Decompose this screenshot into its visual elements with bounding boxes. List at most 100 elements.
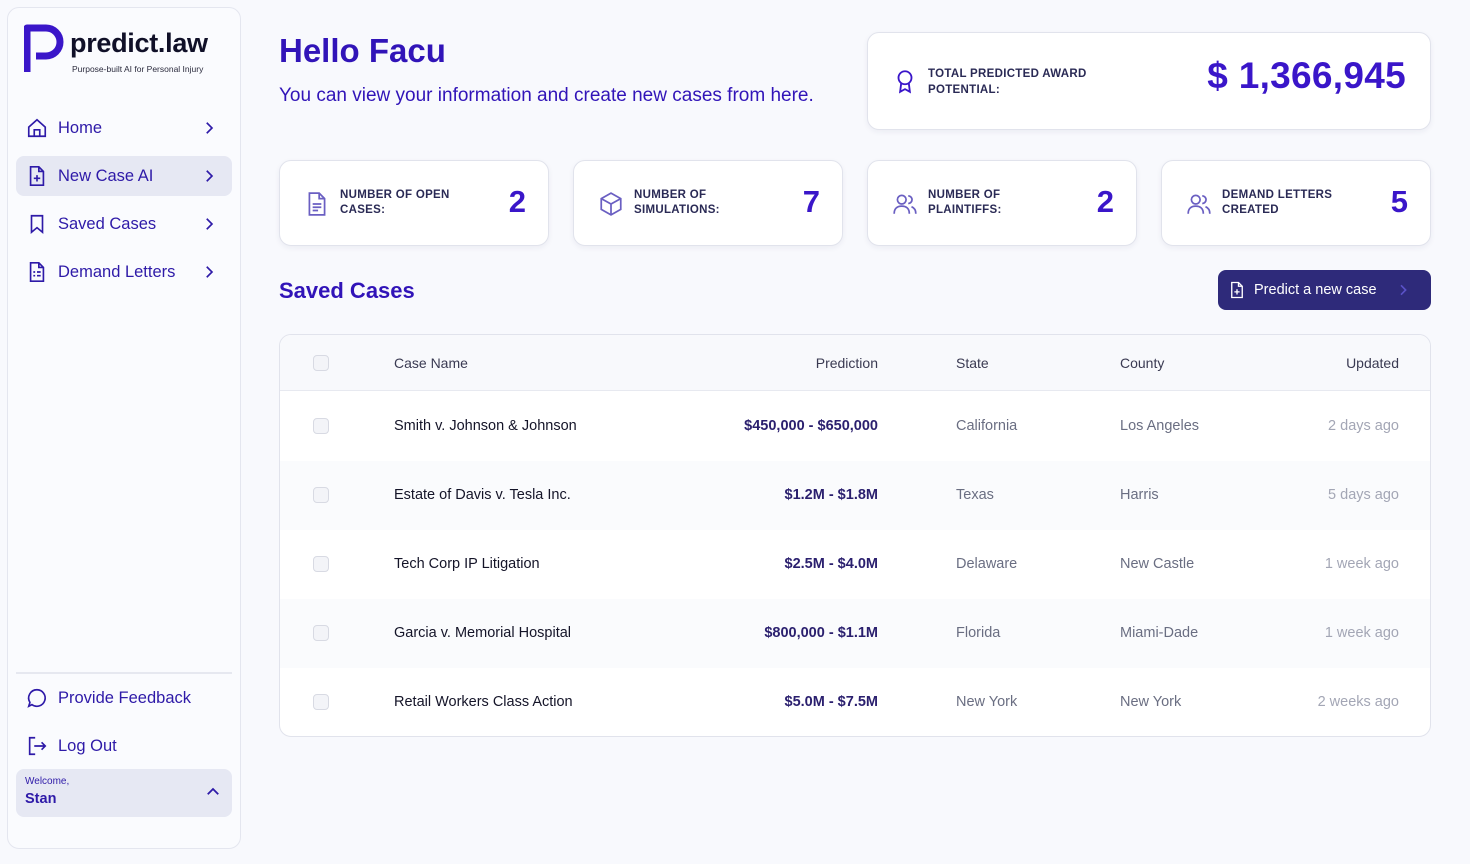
case-prediction: $2.5M - $4.0M	[784, 556, 879, 572]
case-state: Delaware	[956, 556, 1018, 572]
stat-value: 2	[1096, 184, 1114, 219]
case-state: New York	[956, 694, 1018, 710]
case-updated: 1 week ago	[1324, 625, 1399, 641]
case-county: Los Angeles	[1120, 418, 1200, 434]
stat-card-simulations: NUMBER OF SIMULATIONS: 7	[573, 160, 843, 246]
column-header-updated[interactable]: Updated	[1346, 355, 1399, 371]
bookmark-icon	[26, 213, 48, 235]
stat-label: NUMBER OF SIMULATIONS:	[634, 189, 720, 216]
chevron-right-icon	[206, 122, 214, 134]
case-name[interactable]: Tech Corp IP Litigation	[394, 556, 540, 572]
stat-value: 2	[508, 184, 526, 219]
case-updated: 1 week ago	[1324, 556, 1399, 572]
stat-card-demand-letters: DEMAND LETTERS CREATED 5	[1161, 160, 1431, 246]
user-name: Stan	[25, 791, 57, 807]
sidebar-item-label: Demand Letters	[58, 262, 176, 281]
user-menu[interactable]: Welcome, Stan	[16, 769, 232, 817]
sidebar-divider	[16, 672, 232, 674]
row-checkbox[interactable]	[313, 418, 329, 434]
row-checkbox[interactable]	[313, 487, 329, 503]
case-county: New Castle	[1120, 556, 1195, 572]
column-header-prediction[interactable]: Prediction	[815, 355, 878, 371]
stat-value: 5	[1390, 184, 1408, 219]
page-subtitle: You can view your information and create…	[279, 85, 814, 106]
total-award-label: TOTAL PREDICTED AWARD POTENTIAL:	[928, 68, 1087, 96]
case-updated: 5 days ago	[1328, 487, 1399, 503]
award-icon	[897, 70, 913, 94]
sidebar-item-new-case-ai[interactable]: New Case AI	[16, 156, 232, 196]
provide-feedback-button[interactable]: Provide Feedback	[16, 678, 232, 718]
stat-label: NUMBER OF PLAINTIFFS:	[928, 189, 1002, 216]
total-award-value: $ 1,366,945	[1207, 55, 1406, 96]
saved-cases-title: Saved Cases	[279, 278, 415, 303]
case-county: New York	[1120, 694, 1182, 710]
select-all-checkbox[interactable]	[313, 355, 329, 371]
predict-new-case-label: Predict a new case	[1254, 282, 1377, 298]
column-header-county[interactable]: County	[1120, 355, 1165, 371]
case-prediction: $450,000 - $650,000	[744, 418, 878, 434]
case-name[interactable]: Garcia v. Memorial Hospital	[394, 625, 572, 641]
stat-label: NUMBER OF OPEN CASES:	[340, 189, 450, 216]
case-updated: 2 days ago	[1328, 418, 1399, 434]
sidebar: predict.law Purpose-built AI for Persona…	[7, 7, 241, 849]
sidebar-item-label: New Case AI	[58, 166, 154, 185]
sidebar-item-label: Home	[58, 118, 103, 137]
row-checkbox[interactable]	[313, 694, 329, 710]
log-out-button[interactable]: Log Out	[16, 726, 232, 766]
case-name[interactable]: Smith v. Johnson & Johnson	[394, 418, 577, 434]
table-row[interactable]: Estate of Davis v. Tesla Inc. $1.2M - $1…	[280, 461, 1430, 530]
file-text-icon	[26, 261, 48, 283]
case-updated: 2 weeks ago	[1317, 694, 1399, 710]
column-header-case-name[interactable]: Case Name	[394, 355, 468, 371]
file-plus-icon	[1231, 281, 1243, 299]
sidebar-item-saved-cases[interactable]: Saved Cases	[16, 204, 232, 244]
sidebar-item-demand-letters[interactable]: Demand Letters	[16, 252, 232, 292]
cube-icon	[600, 192, 622, 216]
chevron-right-icon	[206, 170, 214, 182]
logout-icon	[26, 735, 48, 757]
brand-tagline: Purpose-built AI for Personal Injury	[72, 64, 204, 74]
chevron-right-icon	[206, 218, 214, 230]
case-state: California	[956, 418, 1018, 434]
chat-bubble-icon	[26, 687, 48, 709]
case-name[interactable]: Retail Workers Class Action	[394, 694, 573, 710]
table-row[interactable]: Smith v. Johnson & Johnson $450,000 - $6…	[280, 392, 1430, 461]
table-row[interactable]: Retail Workers Class Action $5.0M - $7.5…	[280, 668, 1430, 736]
case-state: Florida	[956, 625, 1001, 641]
users-icon	[1187, 194, 1211, 214]
table-row[interactable]: Tech Corp IP Litigation $2.5M - $4.0M De…	[280, 530, 1430, 599]
provide-feedback-label: Provide Feedback	[58, 688, 191, 707]
users-icon	[893, 194, 917, 214]
sidebar-item-home[interactable]: Home	[16, 108, 232, 148]
log-out-label: Log Out	[58, 736, 117, 755]
stat-card-plaintiffs: NUMBER OF PLAINTIFFS: 2	[867, 160, 1137, 246]
chevron-right-icon	[1400, 284, 1407, 296]
column-header-state[interactable]: State	[956, 355, 989, 371]
row-checkbox[interactable]	[313, 625, 329, 641]
case-prediction: $1.2M - $1.8M	[784, 487, 879, 503]
case-prediction: $5.0M - $7.5M	[784, 694, 879, 710]
case-state: Texas	[956, 487, 994, 503]
brand-name: predict.law	[70, 28, 208, 58]
table-header: Case Name Prediction State County Update…	[280, 335, 1430, 391]
total-award-card: TOTAL PREDICTED AWARD POTENTIAL: $ 1,366…	[867, 32, 1431, 130]
stat-value: 7	[802, 184, 820, 219]
stat-label: DEMAND LETTERS CREATED	[1222, 189, 1333, 216]
predict-new-case-button[interactable]: Predict a new case	[1218, 270, 1431, 310]
brand-logo[interactable]: predict.law Purpose-built AI for Persona…	[24, 24, 234, 80]
file-plus-icon	[26, 165, 48, 187]
case-county: Miami-Dade	[1120, 625, 1199, 641]
chevron-right-icon	[206, 266, 214, 278]
document-icon	[308, 192, 326, 216]
case-county: Harris	[1120, 487, 1159, 503]
stat-card-open-cases: NUMBER OF OPEN CASES: 2	[279, 160, 549, 246]
row-checkbox[interactable]	[313, 556, 329, 572]
case-prediction: $800,000 - $1.1M	[764, 625, 878, 641]
case-name[interactable]: Estate of Davis v. Tesla Inc.	[394, 487, 571, 503]
sidebar-item-label: Saved Cases	[58, 214, 157, 233]
saved-cases-table: Case Name Prediction State County Update…	[279, 334, 1431, 737]
table-row[interactable]: Garcia v. Memorial Hospital $800,000 - $…	[280, 599, 1430, 668]
chevron-up-icon	[207, 787, 219, 795]
logo-p-icon	[24, 24, 64, 72]
page-title: Hello Facu	[279, 32, 446, 69]
